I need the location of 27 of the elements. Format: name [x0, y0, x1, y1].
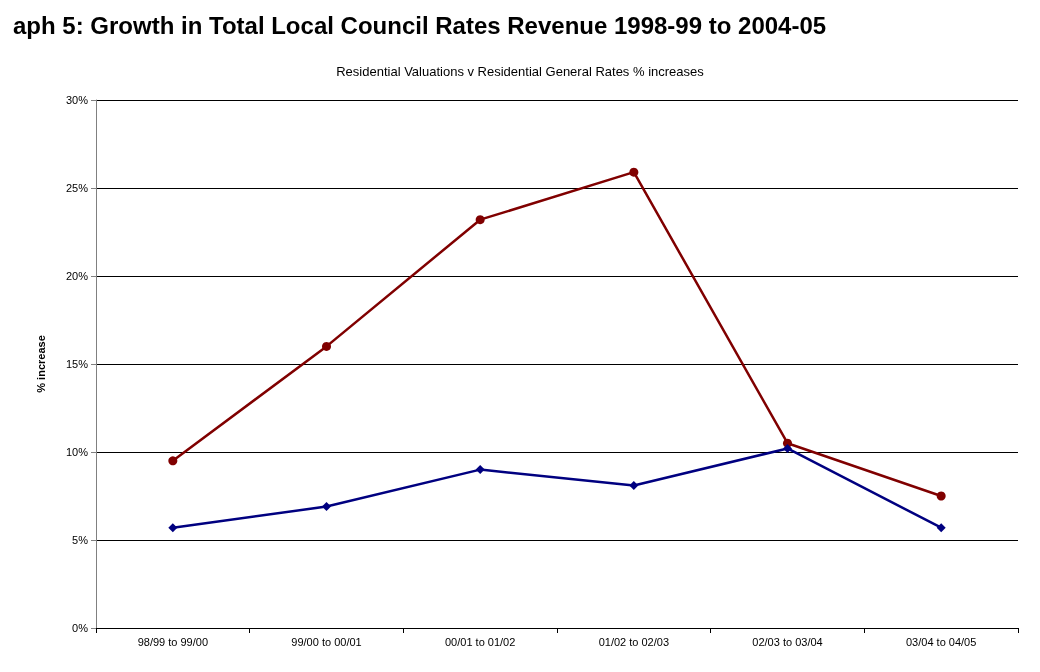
x-tick-label: 03/04 to 04/05 — [905, 635, 977, 648]
point — [322, 341, 331, 351]
y-tick-label: 10% — [65, 446, 89, 458]
y-tick-label: 25% — [65, 182, 89, 194]
point — [629, 480, 639, 490]
x-tick-label: 00/01 to 01/02 — [444, 635, 516, 648]
y-tick-label: 30% — [65, 94, 89, 106]
point — [168, 456, 178, 466]
chart-title: aph 5: Growth in Total Local Council Rates Revenue 1998-99 to 2004-05 — [13, 11, 827, 39]
point — [936, 523, 946, 533]
point — [475, 215, 485, 225]
x-tick-label: 01/02 to 02/03 — [598, 635, 670, 648]
point — [783, 443, 792, 453]
y-axis-title: % increase — [34, 335, 47, 393]
point — [475, 465, 485, 475]
x-tick-label: 98/99 to 99/00 — [137, 635, 209, 648]
point — [936, 491, 946, 501]
y-tick-label: 15% — [65, 358, 89, 370]
y-tick-label: 20% — [65, 270, 89, 282]
x-tick-label: 02/03 to 03/04 — [752, 635, 823, 648]
point — [629, 167, 639, 177]
x-tick-label: 99/00 to 00/01 — [291, 635, 362, 648]
y-tick-label: 5% — [72, 534, 89, 546]
point — [168, 523, 178, 533]
point — [322, 502, 331, 512]
y-tick-label: 0% — [72, 622, 89, 634]
chart-subtitle: Residential Valuations v Residential General Rates % increases — [336, 64, 705, 79]
